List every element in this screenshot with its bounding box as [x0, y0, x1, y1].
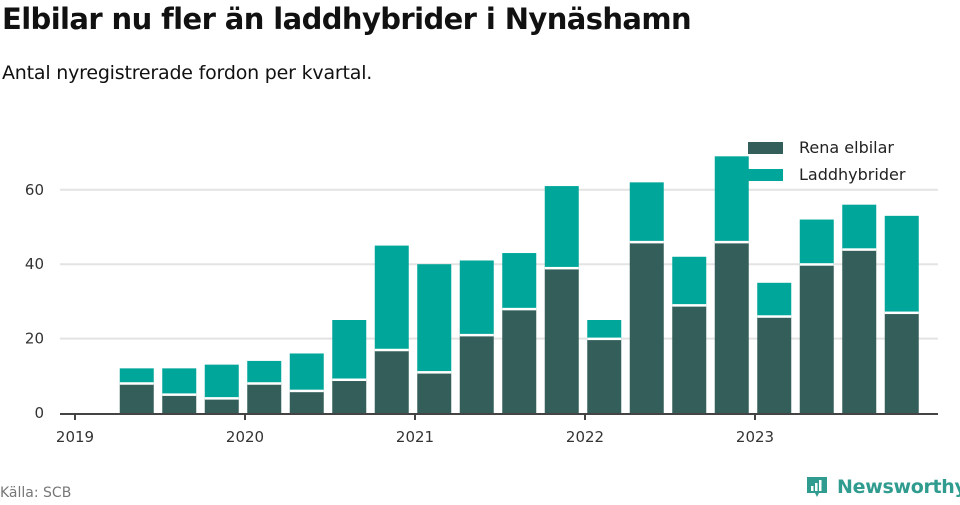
bar-segment	[544, 267, 579, 413]
bar-segment	[119, 383, 154, 413]
x-tick-label: 2020	[226, 428, 264, 446]
legend-item-rena-elbilar: Rena elbilar	[748, 134, 905, 161]
source-note: Källa: SCB	[0, 485, 72, 501]
bar-segment	[162, 394, 197, 413]
x-tick-label: 2022	[566, 428, 604, 446]
y-tick-label: 60	[25, 181, 44, 199]
bar-segment	[289, 390, 324, 413]
bar-segment	[332, 320, 367, 380]
bar-segment	[417, 372, 452, 413]
bar-segment	[842, 204, 877, 250]
x-tick-label: 2021	[396, 428, 434, 446]
legend: Rena elbilar Laddhybrider	[748, 134, 905, 188]
bar-segment	[332, 379, 367, 413]
bar-segment	[502, 308, 537, 413]
bar-chart-speech-icon	[807, 477, 827, 497]
bar-segment	[502, 253, 537, 309]
bar-segment	[247, 360, 282, 384]
bar-segment	[884, 215, 919, 313]
bar-segment	[672, 305, 707, 413]
bar-segment	[629, 182, 664, 242]
bar-segment	[374, 349, 409, 413]
bar-segment	[417, 264, 452, 373]
bar-segment	[587, 338, 622, 413]
bar-segment	[459, 260, 494, 335]
chart-title: Elbilar nu fler än laddhybrider i Nynäsh…	[2, 2, 692, 36]
bar-segment	[799, 264, 834, 413]
bar-segment	[842, 249, 877, 413]
bar-segment	[672, 256, 707, 306]
bar-segment	[374, 245, 409, 350]
legend-swatch-laddhybrider	[748, 168, 783, 181]
bar-segment	[799, 219, 834, 265]
bar-segment	[587, 320, 622, 339]
bar-segment	[204, 398, 239, 413]
bar-segment	[714, 241, 749, 413]
bar-segment	[289, 353, 324, 391]
brand-name: Newsworthy	[837, 476, 960, 498]
y-tick-label: 40	[25, 255, 44, 273]
bar-segment	[757, 316, 792, 413]
bar-segment	[714, 156, 749, 242]
chart-subtitle: Antal nyregistrerade fordon per kvartal.	[2, 62, 373, 84]
x-tick-label: 2019	[56, 428, 94, 446]
bar-segment	[544, 186, 579, 268]
bar-segment	[119, 368, 154, 384]
bar-segment	[757, 282, 792, 317]
x-tick-label: 2023	[736, 428, 774, 446]
bar-segment	[247, 383, 282, 413]
bar-segment	[204, 364, 239, 399]
legend-label: Laddhybrider	[799, 165, 906, 184]
bar-segment	[629, 241, 664, 413]
bar-segment	[459, 334, 494, 413]
legend-swatch-rena-elbilar	[748, 141, 783, 154]
y-tick-label: 20	[25, 330, 44, 348]
bar-segment	[162, 368, 197, 395]
brand-logo: Newsworthy	[805, 475, 960, 499]
legend-label: Rena elbilar	[799, 138, 894, 157]
bar-segment	[884, 312, 919, 413]
legend-item-laddhybrider: Laddhybrider	[748, 161, 905, 188]
y-tick-label: 0	[34, 404, 44, 422]
